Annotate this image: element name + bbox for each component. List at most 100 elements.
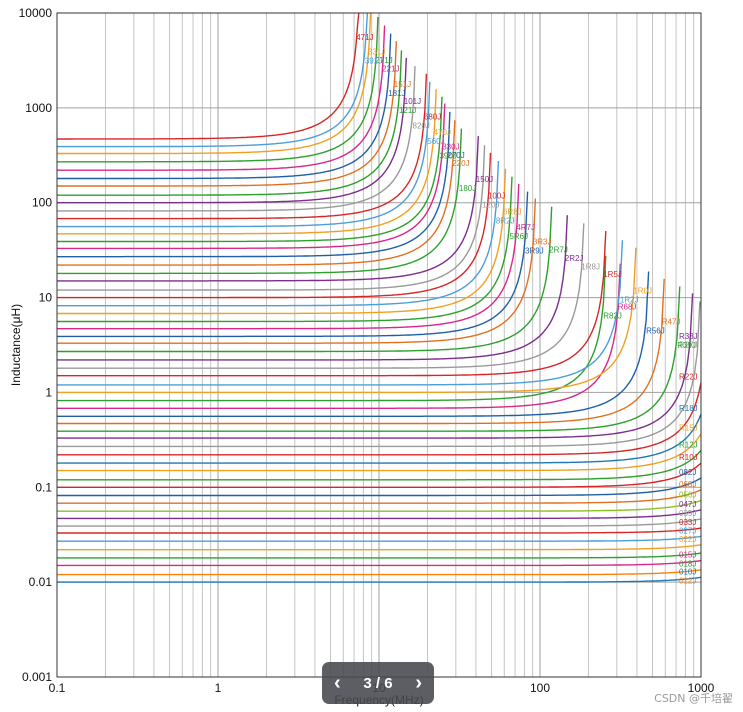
series-label-5R6J: 5R6J — [509, 232, 528, 241]
series-label-047J: 047J — [679, 500, 696, 509]
series-label-8R2J: 8R2J — [496, 217, 515, 226]
series-line-039J — [57, 518, 702, 527]
series-line-391J — [57, 12, 369, 148]
series-label-R82J: R82J — [603, 311, 622, 320]
series-label-100J: 100J — [488, 192, 505, 201]
series-line-2R2J — [57, 215, 568, 361]
grid-lines — [56, 12, 701, 678]
y-axis-label: Inductance(μH) — [9, 304, 23, 386]
y-tick-label: 10000 — [19, 6, 53, 20]
series-label-560J: 560J — [427, 137, 444, 146]
series-label-1R8J: 1R8J — [581, 262, 600, 271]
series-label-1R0J: 1R0J — [633, 287, 652, 296]
series-line-271J — [57, 16, 379, 163]
series-line-R18J — [57, 413, 702, 464]
series-line-221J — [57, 25, 386, 171]
series-label-221J: 221J — [382, 64, 399, 73]
y-tick-label: 0.01 — [29, 575, 53, 589]
series-line-560J — [57, 81, 431, 228]
series-label-2R2J: 2R2J — [565, 254, 584, 263]
series-line-471J — [57, 12, 360, 140]
series-label-082J: 082J — [679, 468, 696, 477]
series-line-082J — [57, 477, 702, 497]
series-label-3R9J: 3R9J — [525, 246, 544, 255]
series-label-068J: 068J — [679, 480, 696, 489]
series-line-015J — [57, 559, 702, 567]
series-label-220J: 220J — [452, 159, 469, 168]
series-label-6R8J: 6R8J — [503, 208, 522, 217]
page-counter: 3 / 6 — [363, 674, 393, 692]
series-line-R15J — [57, 433, 702, 472]
y-tick-label: 100 — [32, 196, 52, 210]
image-pager: ‹ 3 / 6 › — [322, 662, 434, 704]
series-line-8R2J — [57, 160, 500, 307]
series-lines — [57, 12, 702, 583]
series-label-471J: 471J — [356, 33, 373, 42]
x-tick-label: 1000 — [688, 681, 715, 695]
series-label-R39J: R39J — [677, 341, 696, 350]
series-label-012J: 012J — [679, 576, 696, 585]
series-line-1R2J — [57, 240, 624, 386]
series-label-1R2J: 1R2J — [620, 296, 639, 305]
x-tick-label: 0.1 — [49, 681, 66, 695]
series-label-331J: 331J — [368, 48, 385, 57]
series-line-151J — [57, 41, 397, 187]
series-line-6R8J — [57, 168, 507, 315]
series-label-270J: 270J — [447, 151, 464, 160]
series-line-470J — [57, 89, 437, 235]
series-line-5R6J — [57, 176, 513, 323]
y-tick-label: 0.001 — [22, 670, 52, 684]
series-line-027J — [57, 535, 702, 542]
series-label-R68J: R68J — [618, 302, 637, 311]
chevron-right-icon[interactable]: › — [415, 672, 422, 694]
series-label-181J: 181J — [388, 89, 405, 98]
series-line-R10J — [57, 462, 702, 488]
series-label-R27J: R27J — [679, 340, 698, 349]
series-label-4R7J: 4R7J — [516, 223, 535, 232]
series-label-010J: 010J — [679, 567, 696, 576]
series-label-820J: 820J — [413, 122, 430, 131]
series-label-R12J: R12J — [679, 440, 698, 449]
y-tick-label: 0.1 — [35, 480, 52, 494]
series-line-R82J — [57, 255, 607, 402]
series-label-R47J: R47J — [662, 318, 681, 327]
chevron-left-icon[interactable]: ‹ — [334, 672, 341, 694]
series-label-R10J: R10J — [679, 453, 698, 462]
series-label-180J: 180J — [459, 184, 476, 193]
series-label-3R3J: 3R3J — [533, 237, 552, 246]
series-label-470J: 470J — [434, 128, 451, 137]
series-line-150J — [57, 136, 479, 282]
series-line-181J — [57, 33, 392, 180]
series-label-033J: 033J — [679, 518, 696, 527]
series-label-271J: 271J — [375, 56, 392, 65]
series-line-3R3J — [57, 198, 537, 344]
series-line-012J — [57, 569, 702, 576]
series-label-R56J: R56J — [646, 327, 665, 336]
series-line-033J — [57, 527, 702, 534]
series-label-1R5J: 1R5J — [603, 270, 622, 279]
series-line-R56J — [57, 271, 650, 417]
series-line-220J — [57, 120, 456, 266]
series-label-018J: 018J — [679, 560, 696, 569]
series-line-331J — [57, 12, 372, 155]
series-label-101J: 101J — [404, 97, 421, 106]
series-label-390J: 390J — [439, 151, 456, 160]
series-line-390J — [57, 96, 443, 243]
series-label-121J: 121J — [399, 106, 416, 115]
x-tick-label: 1 — [215, 681, 222, 695]
series-label-680J: 680J — [424, 113, 441, 122]
x-tick-label: 100 — [530, 681, 550, 695]
series-label-039J: 039J — [679, 509, 696, 518]
series-line-022J — [57, 544, 702, 551]
series-label-R22J: R22J — [679, 373, 698, 382]
series-label-120J: 120J — [482, 201, 499, 210]
series-line-330J — [57, 103, 446, 250]
series-label-150J: 150J — [476, 175, 493, 184]
series-label-R33J: R33J — [679, 332, 698, 341]
series-label-391J: 391J — [365, 57, 382, 66]
series-line-R47J — [57, 278, 665, 425]
series-label-015J: 015J — [679, 551, 696, 560]
series-label-151J: 151J — [394, 80, 411, 89]
